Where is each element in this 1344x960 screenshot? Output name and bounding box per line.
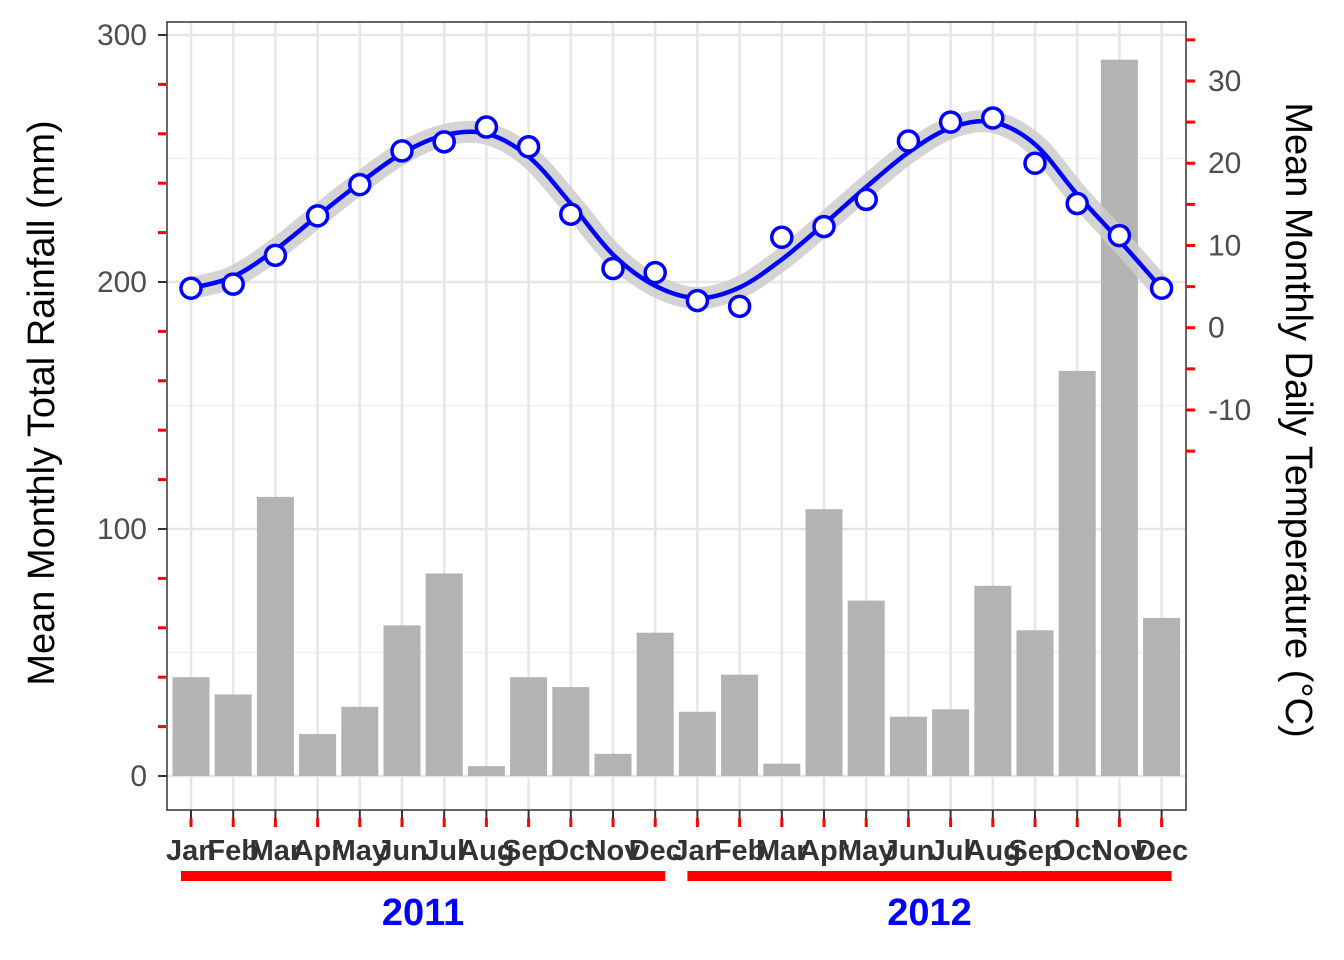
plot-background: [167, 22, 1186, 810]
month-label: Aug: [965, 835, 1021, 867]
temperature-point: [812, 214, 836, 239]
month-label: Oct: [547, 835, 596, 867]
plot-area: [167, 22, 1186, 810]
right-tick-label: 0: [1208, 312, 1225, 345]
year-bracket: [687, 871, 1172, 881]
year-labels: 2011 2012: [181, 871, 1172, 934]
rainfall-bar: [721, 674, 759, 776]
rainfall-bar: [341, 706, 379, 776]
right-y-axis: -10 0 10 20 30: [1186, 38, 1251, 453]
month-label: Oct: [1053, 835, 1102, 867]
temperature-point: [685, 288, 710, 313]
rainfall-bar: [383, 625, 421, 776]
rainfall-bar: [847, 600, 885, 776]
left-tick-label: 300: [97, 19, 147, 52]
month-label: Sep: [502, 835, 555, 867]
rainfall-bar: [805, 509, 843, 776]
rainfall-bar: [889, 716, 927, 776]
temperature-point: [559, 202, 583, 226]
temperature-point: [516, 135, 541, 159]
plot-border: [166, 21, 1187, 811]
temperature-point: [938, 110, 963, 134]
rainfall-bar: [299, 734, 337, 776]
rainfall-bar: [425, 573, 463, 776]
month-label: Mar: [250, 835, 302, 867]
rainfall-bar: [172, 677, 210, 776]
month-label: Jun: [376, 835, 428, 867]
temperature-point: [727, 294, 752, 319]
rainfall-bar: [256, 496, 294, 776]
month-label: Aug: [458, 835, 514, 867]
right-tick-label: 30: [1208, 65, 1241, 98]
temperature-point: [1065, 191, 1089, 216]
month-label: Jun: [883, 835, 935, 867]
month-label: Sep: [1008, 835, 1061, 867]
rainfall-bar: [552, 687, 590, 776]
year-label: 2012: [887, 892, 972, 934]
month-label: Dec: [629, 835, 682, 867]
temperature-point: [348, 172, 372, 197]
month-label: Feb: [207, 835, 259, 867]
temperature-point: [263, 243, 288, 268]
temperature-points: [179, 106, 1174, 319]
rainfall-bar: [1143, 617, 1181, 776]
temperature-point: [1023, 151, 1047, 175]
rainfall-bar: [763, 763, 801, 776]
rainfall-bar: [214, 694, 252, 776]
month-label: Mar: [756, 835, 808, 867]
rainfall-bar: [594, 753, 632, 776]
month-label: Dec: [1135, 835, 1188, 867]
year-bracket: [181, 871, 666, 881]
rainfall-bar: [467, 766, 505, 776]
temperature-point: [432, 130, 456, 154]
month-label: May: [332, 835, 388, 867]
month-label: Jan: [166, 835, 216, 867]
rainfall-bar: [974, 585, 1012, 776]
temperature-point: [981, 106, 1005, 130]
temperature-point: [390, 139, 414, 163]
month-label: Jul: [423, 835, 465, 867]
month-label: Nov: [586, 835, 641, 867]
month-label: Apr: [293, 835, 343, 867]
temperature-point: [601, 256, 625, 281]
left-y-axis: 0 100 200 300: [97, 19, 167, 793]
left-tick-label: 0: [130, 760, 147, 793]
right-tick-label: -10: [1208, 394, 1251, 427]
month-label: Apr: [799, 835, 849, 867]
left-axis-title: Mean Monthly Total Rainfall (mm): [21, 120, 63, 685]
rainfall-bars: [172, 59, 1181, 776]
month-label: Feb: [714, 835, 766, 867]
rainfall-bar: [1016, 630, 1054, 776]
rainfall-bar: [510, 677, 548, 776]
right-tick-label: 10: [1208, 229, 1241, 262]
rainfall-bar: [1100, 59, 1138, 776]
right-axis-title: Mean Monthly Daily Temperature (°C): [1277, 102, 1319, 737]
temperature-point: [896, 129, 921, 153]
temperature-point: [221, 272, 245, 296]
x-axis: JanFebMarAprMayJunJulAugSepOctNovDecJanF…: [166, 810, 1188, 867]
temperature-point: [305, 204, 330, 228]
month-label: Jan: [672, 835, 722, 867]
temperature-point: [770, 225, 794, 250]
temperature-point: [1149, 276, 1174, 301]
rainfall-bar: [932, 709, 970, 776]
right-tick-label: 20: [1208, 147, 1241, 180]
left-tick-label: 100: [97, 513, 147, 546]
month-label: Nov: [1092, 835, 1147, 867]
temperature-point: [179, 276, 203, 301]
rainfall-bar: [636, 632, 674, 776]
month-label: Jul: [930, 835, 972, 867]
left-tick-label: 200: [97, 266, 147, 299]
temperature-point: [854, 187, 878, 212]
year-label: 2011: [382, 892, 464, 934]
temperature-point: [643, 260, 667, 285]
month-label: May: [838, 835, 894, 867]
rainfall-bar: [1058, 370, 1096, 776]
plot-frame: [166, 21, 1187, 811]
temperature-point: [1107, 223, 1132, 248]
rainfall-bar: [678, 711, 716, 776]
temperature-point: [474, 115, 499, 139]
